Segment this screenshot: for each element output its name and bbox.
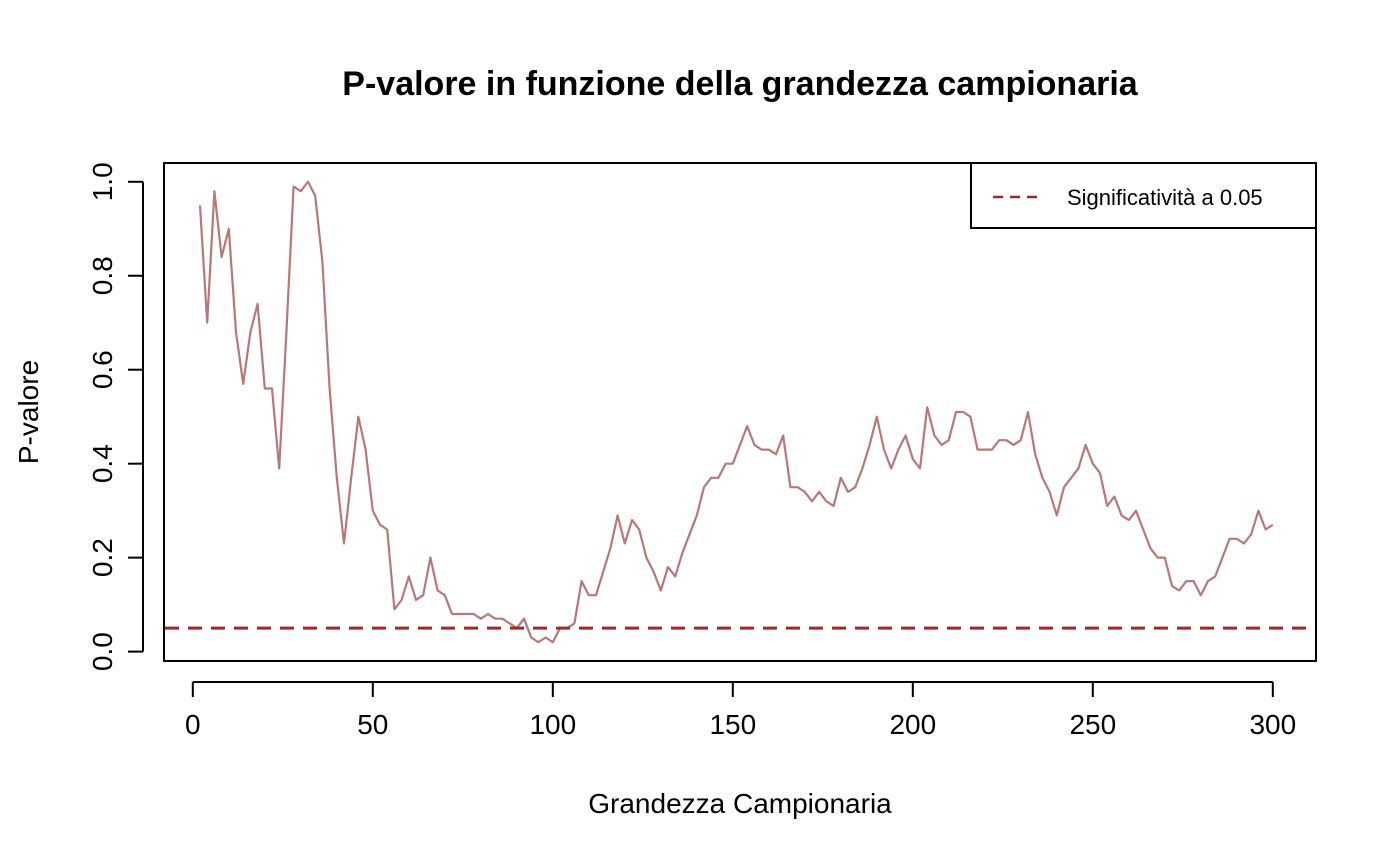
x-tick-label: 150 <box>709 709 756 740</box>
legend-box <box>970 162 1317 229</box>
y-tick-label: 0.8 <box>87 256 118 295</box>
x-tick-label: 200 <box>889 709 936 740</box>
x-tick-label: 300 <box>1249 709 1296 740</box>
plot-frame <box>163 162 1317 662</box>
x-tick-label: 250 <box>1069 709 1116 740</box>
y-tick-label: 0.2 <box>87 538 118 577</box>
x-axis-label: Grandezza Campionaria <box>588 788 892 819</box>
y-axis: 0.0 0.2 0.4 0.6 0.8 1.0 <box>87 162 144 671</box>
chart-title: P-valore in funzione della grandezza cam… <box>342 65 1139 103</box>
x-tick-label: 0 <box>185 709 201 740</box>
y-axis-label: P-valore <box>13 360 44 464</box>
y-tick-label: 0.4 <box>87 444 118 483</box>
y-tick-label: 0.0 <box>87 632 118 671</box>
y-tick-label: 0.6 <box>87 350 118 389</box>
x-axis: 0 50 100 150 200 250 300 <box>185 681 1296 740</box>
legend: Significatività a 0.05 <box>970 162 1317 229</box>
x-tick-label: 50 <box>357 709 388 740</box>
series-layer <box>165 180 1315 644</box>
legend-label-significance: Significatività a 0.05 <box>1067 185 1263 210</box>
p-value-line <box>198 180 1274 644</box>
x-tick-label: 100 <box>529 709 576 740</box>
y-tick-label: 1.0 <box>87 162 118 201</box>
